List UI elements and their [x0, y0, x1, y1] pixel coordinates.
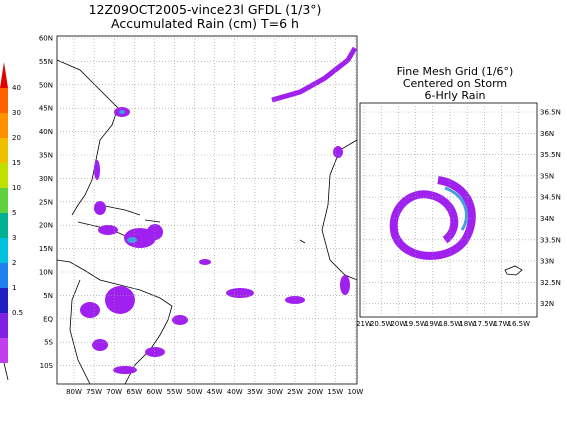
colorbar-label: 5 — [12, 209, 16, 217]
rain-areas — [80, 46, 358, 374]
lat-label: 32.5N — [540, 279, 561, 287]
colorbar-label: 15 — [12, 159, 21, 167]
colorbar-segment — [0, 313, 8, 338]
lat-label: 10N — [39, 269, 53, 277]
islands — [99, 204, 306, 244]
lon-label: 16.5W — [508, 320, 531, 328]
lon-label: 50W — [187, 388, 203, 396]
lat-label: 36.5N — [540, 109, 561, 117]
island — [504, 265, 523, 276]
colorbar-label: 20 — [12, 134, 21, 142]
main-map: 60N 55N 50N 45N 40N 35N 30N 25N 20N 15N 10N 5N EQ 5S 1… — [39, 35, 364, 397]
lat-label: 10S — [40, 362, 54, 370]
lat-label: 35N — [540, 172, 554, 180]
lat-label: 50N — [39, 81, 53, 89]
lat-label: 34.5N — [540, 194, 561, 202]
lon-label: 21W — [356, 320, 372, 328]
lat-label: 45N — [39, 105, 53, 113]
lon-label: 60W — [146, 388, 162, 396]
colorbar: 40 30 20 15 10 5 3 2 1 0.5 — [0, 62, 23, 381]
panel-title: 12Z09OCT2005-vince23l GFDL (1/3°) — [89, 2, 322, 17]
lon-label: 75W — [86, 388, 102, 396]
lat-label: 40N — [39, 128, 53, 136]
panel-title: Centered on Storm — [403, 77, 507, 90]
lon-label: 65W — [126, 388, 142, 396]
lon-label: 20W — [307, 388, 323, 396]
lat-label: 30N — [39, 175, 53, 183]
lon-label: 35W — [247, 388, 263, 396]
lon-label: 15W — [327, 388, 343, 396]
lon-label: 19W — [425, 320, 441, 328]
colorbar-label: 40 — [12, 84, 21, 92]
lon-label: 18W — [459, 320, 475, 328]
storm-heavy-rain — [444, 186, 468, 231]
storm-rain — [389, 176, 476, 260]
panel-title: Accumulated Rain (cm) T=6 h — [111, 16, 299, 31]
lat-label: 36N — [540, 130, 554, 138]
lon-label: 18.5W — [439, 320, 462, 328]
lat-label: 25N — [39, 198, 53, 206]
colorbar-label: 1 — [12, 284, 16, 292]
lat-label: 34N — [540, 215, 554, 223]
lat-label: 20N — [39, 222, 53, 230]
colorbar-label: 2 — [12, 259, 16, 267]
lat-label: 35N — [39, 152, 53, 160]
lon-label: 30W — [267, 388, 283, 396]
lat-label: 35.5N — [540, 151, 561, 159]
colorbar-segment — [0, 138, 8, 163]
lon-label: 45W — [207, 388, 223, 396]
lat-label: 32N — [540, 300, 554, 308]
lat-label: 33N — [540, 258, 554, 266]
lon-label: 10W — [347, 388, 363, 396]
colorbar-segment — [0, 213, 8, 238]
colorbar-segment — [0, 288, 8, 313]
colorbar-segment — [0, 88, 8, 113]
lat-label: 55N — [39, 58, 53, 66]
lat-label: 5S — [44, 339, 53, 347]
colorbar-tail — [3, 362, 9, 381]
fine-mesh-map: 36.5N 36N 35.5N 35N 34.5N 34N 33.5N 33N 32.5N 32N… — [356, 102, 561, 328]
colorbar-arrow — [0, 62, 8, 88]
colorbar-segment — [0, 163, 8, 188]
colorbar-label: 30 — [12, 109, 21, 117]
lon-label: 70W — [106, 388, 122, 396]
lon-label: 80W — [66, 388, 82, 396]
lat-label: EQ — [43, 315, 53, 323]
lon-label: 17W — [494, 320, 510, 328]
lon-label: 25W — [287, 388, 303, 396]
lat-label: 15N — [39, 245, 53, 253]
colorbar-segment — [0, 113, 8, 138]
colorbar-label: 10 — [12, 184, 21, 192]
lat-label: 5N — [43, 292, 53, 300]
panel-title: 6-Hrly Rain — [425, 89, 486, 102]
lat-label: 60N — [39, 35, 53, 43]
lon-label: 19.5W — [404, 320, 427, 328]
map-frame — [56, 35, 358, 385]
colorbar-segment — [0, 263, 8, 288]
lon-label: 55W — [167, 388, 183, 396]
lon-label: 40W — [227, 388, 243, 396]
colorbar-segment — [0, 188, 8, 213]
panel-title: Fine Mesh Grid (1/6°) — [397, 65, 514, 78]
lon-label: 17.5W — [473, 320, 496, 328]
lon-label: 20W — [390, 320, 406, 328]
colorbar-label: 0.5 — [12, 309, 23, 317]
colorbar-segment — [0, 338, 8, 363]
lon-label: 20.5W — [370, 320, 393, 328]
colorbar-segment — [0, 238, 8, 263]
colorbar-label: 3 — [12, 234, 16, 242]
lat-label: 33.5N — [540, 236, 561, 244]
